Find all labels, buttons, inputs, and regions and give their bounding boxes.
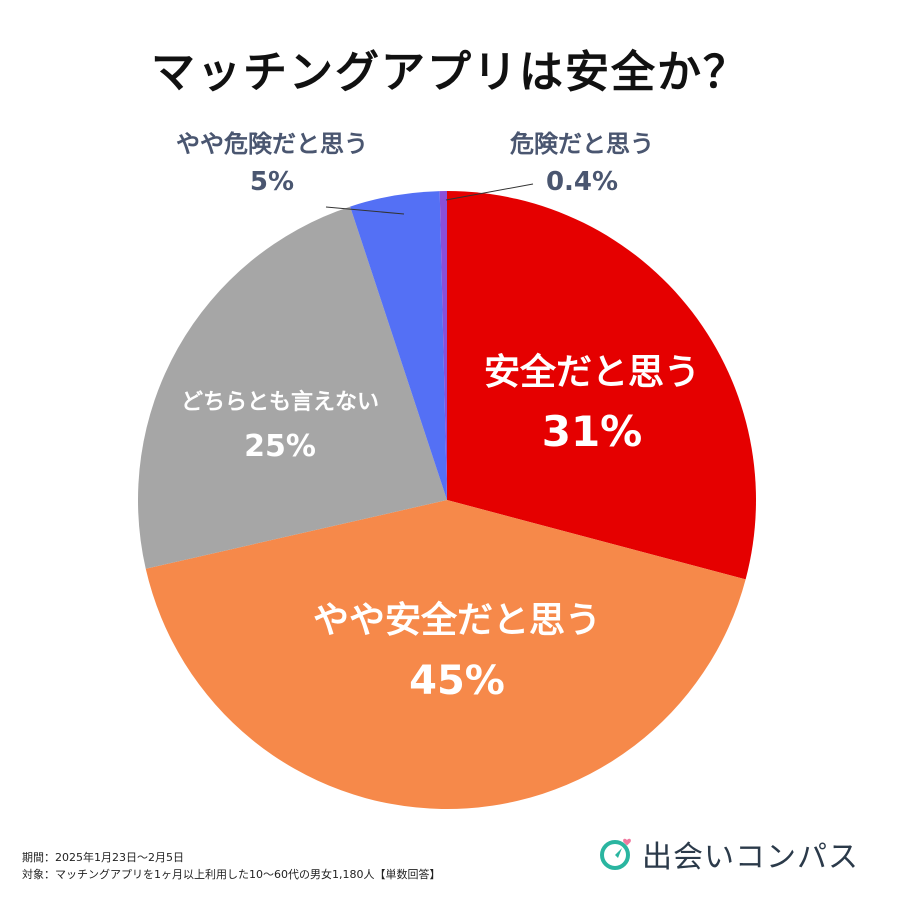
slice-label-safe: 安全だと思う [484, 351, 700, 393]
brand-name: 出会いコンパス [642, 840, 859, 875]
leader-line-danger [445, 183, 534, 201]
pie-slice-somewhat-safe [145, 500, 746, 810]
pie-slice-danger [439, 191, 447, 500]
pie-slice-somewhat-danger [350, 191, 447, 501]
slice-value-neither: 25% [244, 429, 316, 464]
brand-logo: 出会いコンパス [598, 832, 859, 876]
slice-value-somewhat-danger: 5% [250, 167, 294, 197]
leader-line-somewhat-danger [325, 206, 405, 215]
slice-label-danger: 危険だと思う [510, 130, 654, 158]
slice-value-danger: 0.4% [546, 167, 618, 197]
chart-title: マッチングアプリは安全か？ [151, 47, 749, 98]
slice-value-somewhat-safe: 45% [409, 658, 505, 704]
slice-label-somewhat-safe: やや安全だと思う [313, 599, 601, 641]
slice-label-neither: どちらとも言えない [181, 389, 379, 415]
footnote-period: 期間：2025年1月23日〜2月5日 [22, 851, 184, 864]
footnote-target: 対象：マッチングアプリを1ヶ月以上利用した10〜60代の男女1,180人【単数回… [22, 868, 441, 881]
pie-slice-neither [138, 206, 448, 569]
slice-value-safe: 31% [542, 407, 643, 456]
compass-heart-icon [600, 838, 631, 870]
slice-label-somewhat-danger: やや危険だと思う [176, 130, 368, 158]
pie-slice-safe [447, 191, 757, 580]
